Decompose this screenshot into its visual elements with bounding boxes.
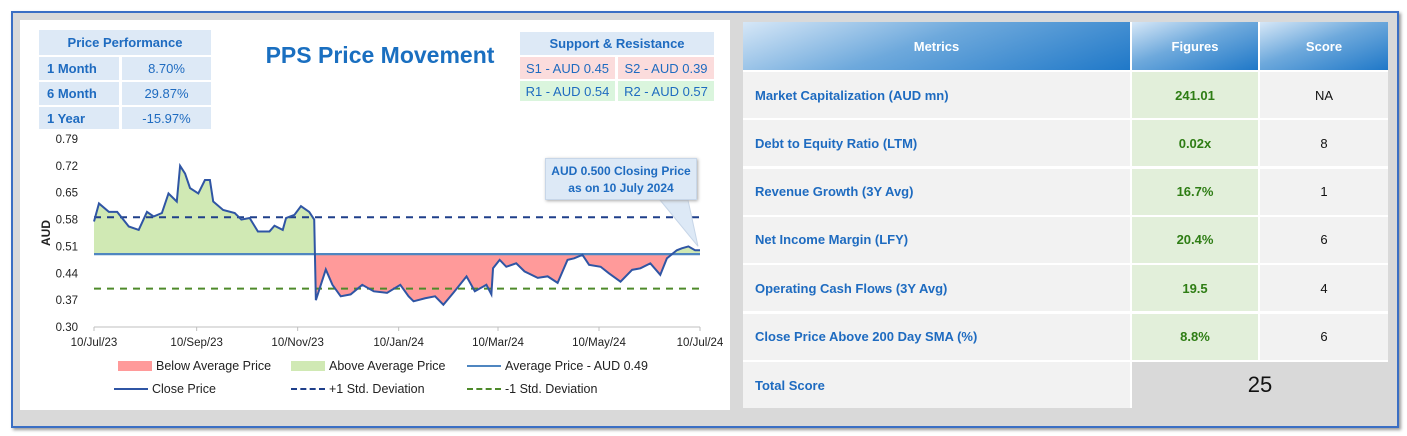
legend-swatch-close <box>114 388 148 390</box>
legend-plus-sd: +1 Std. Deviation <box>291 382 425 396</box>
header-metrics: Metrics <box>743 22 1130 70</box>
y-tick-label: 0.30 <box>56 322 78 334</box>
metric-score: 4 <box>1260 265 1388 312</box>
y-tick-label: 0.72 <box>56 161 78 173</box>
support-s1: S1 - AUD 0.45 <box>520 57 615 79</box>
legend-close-price: Close Price <box>114 382 216 396</box>
callout-pointer <box>658 199 699 247</box>
pp-label-1y: 1 Year <box>39 107 119 129</box>
y-tick-label: 0.44 <box>56 268 79 280</box>
metric-score: 8 <box>1260 120 1388 167</box>
pp-label-6m: 6 Month <box>39 82 119 105</box>
y-tick-label: 0.79 <box>56 134 78 146</box>
legend-swatch-above <box>291 361 325 371</box>
resistance-r2: R2 - AUD 0.57 <box>618 81 714 101</box>
legend-label: Average Price - AUD 0.49 <box>505 359 648 373</box>
metric-figure: 19.5 <box>1132 265 1258 312</box>
metric-figure: 0.02x <box>1132 120 1258 167</box>
pp-value-1m: 8.70% <box>122 57 211 80</box>
metric-score: 6 <box>1260 313 1388 360</box>
metric-label: Market Capitalization (AUD mn) <box>743 72 1130 118</box>
metric-figure: 241.01 <box>1132 72 1258 118</box>
y-axis-label: AUD <box>39 220 53 246</box>
pp-label-1m: 1 Month <box>39 57 119 80</box>
support-resistance-header: Support & Resistance <box>520 32 714 55</box>
metric-figure: 20.4% <box>1132 216 1258 263</box>
legend-label: -1 Std. Deviation <box>505 382 598 396</box>
y-tick-label: 0.51 <box>56 241 78 253</box>
price-performance-header: Price Performance <box>39 30 211 55</box>
below-average-area <box>314 254 673 305</box>
metric-score: 6 <box>1260 216 1388 263</box>
metric-score: NA <box>1260 72 1388 118</box>
metric-score: 1 <box>1260 168 1388 215</box>
x-tick-label: 10/Sep/23 <box>170 337 222 349</box>
legend-minus-sd: -1 Std. Deviation <box>467 382 597 396</box>
legend-label: Close Price <box>152 382 216 396</box>
legend-label: Above Average Price <box>329 359 446 373</box>
legend-below-average: Below Average Price <box>118 359 271 373</box>
metric-label: Debt to Equity Ratio (LTM) <box>743 120 1130 167</box>
header-figures: Figures <box>1132 22 1258 70</box>
legend-label: +1 Std. Deviation <box>329 382 425 396</box>
metric-label: Close Price Above 200 Day SMA (%) <box>743 313 1130 360</box>
total-score-value: 25 <box>1132 362 1388 408</box>
callout-line2: as on 10 July 2024 <box>568 181 674 195</box>
close-price-line <box>93 162 700 307</box>
x-tick-label: 10/Jan/24 <box>373 337 424 349</box>
x-tick-label: 10/Jul/23 <box>71 337 118 349</box>
legend-swatch-below <box>118 361 152 371</box>
x-tick-label: 10/Mar/24 <box>472 337 524 349</box>
y-tick-label: 0.65 <box>56 188 78 200</box>
callout-line1: AUD 0.500 Closing Price <box>551 164 691 178</box>
total-score-label: Total Score <box>743 362 1130 408</box>
legend-swatch-minus-sd <box>467 388 501 390</box>
legend-label: Below Average Price <box>156 359 272 373</box>
legend-average: Average Price - AUD 0.49 <box>467 359 648 373</box>
x-tick-label: 10/Jul/24 <box>677 337 724 349</box>
metric-label: Revenue Growth (3Y Avg) <box>743 168 1130 215</box>
above-average-area <box>94 165 700 255</box>
metric-label: Net Income Margin (LFY) <box>743 216 1130 263</box>
metric-figure: 8.8% <box>1132 313 1258 360</box>
closing-price-callout: AUD 0.500 Closing Price as on 10 July 20… <box>545 158 697 200</box>
pp-value-6m: 29.87% <box>122 82 211 105</box>
resistance-r1: R1 - AUD 0.54 <box>520 81 615 101</box>
price-chart: 10/Jul/23 10/Sep/23 10/Nov/23 10/Jan/24 10/M… <box>39 134 724 349</box>
support-s2: S2 - AUD 0.39 <box>618 57 714 79</box>
x-tick-label: 10/May/24 <box>572 337 626 349</box>
header-score: Score <box>1260 22 1388 70</box>
chart-title: PPS Price Movement <box>265 42 495 68</box>
legend-above-average: Above Average Price <box>291 359 446 373</box>
y-tick-label: 0.58 <box>56 215 78 227</box>
metric-figure: 16.7% <box>1132 168 1258 215</box>
legend-swatch-average <box>467 365 501 367</box>
legend-swatch-plus-sd <box>291 388 325 390</box>
scorecard-table: Metrics Figures Score Market Capitalizat… <box>743 22 1388 408</box>
y-tick-label: 0.37 <box>56 295 78 307</box>
x-tick-label: 10/Nov/23 <box>271 337 323 349</box>
pp-value-1y: -15.97% <box>122 107 211 129</box>
price-chart-panel: 10/Jul/23 10/Sep/23 10/Nov/23 10/Jan/24 10/M… <box>20 20 730 410</box>
metric-label: Operating Cash Flows (3Y Avg) <box>743 265 1130 312</box>
